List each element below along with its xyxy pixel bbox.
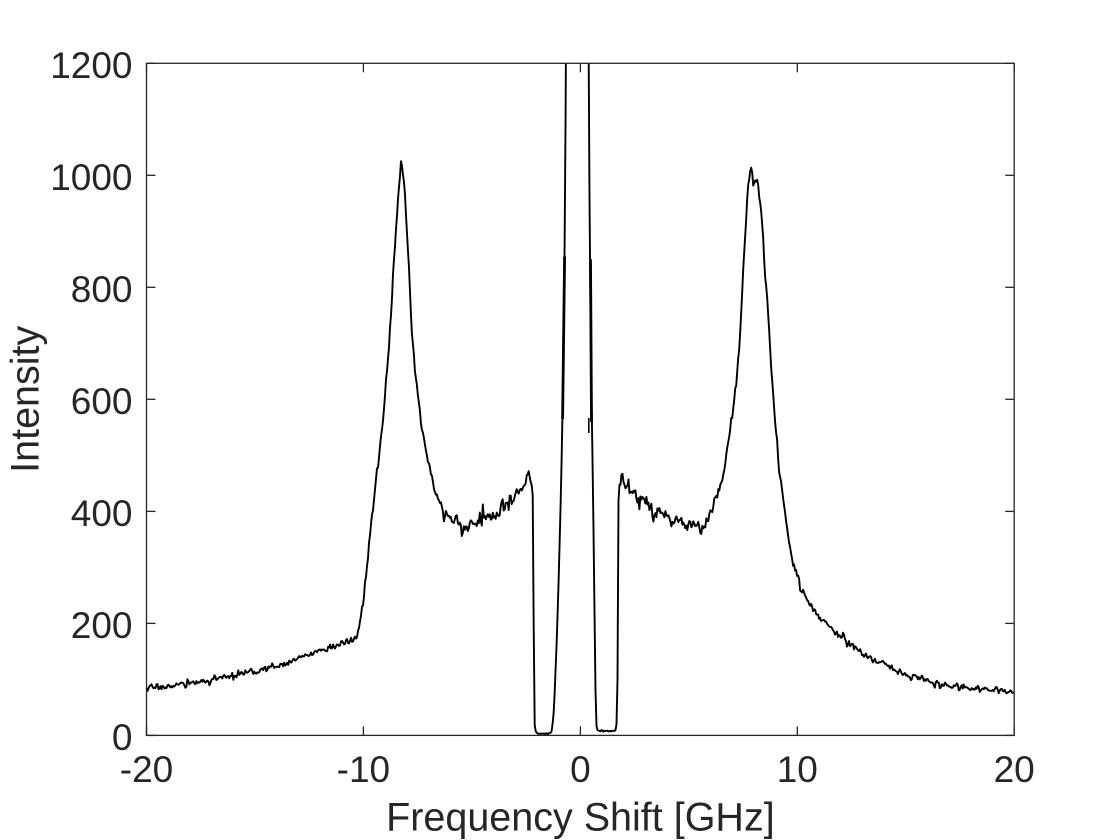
svg-text:-10: -10 [337,749,390,790]
svg-text:1000: 1000 [50,157,132,198]
svg-text:Frequency Shift [GHz]: Frequency Shift [GHz] [386,796,775,840]
svg-text:20: 20 [994,749,1035,790]
svg-text:10: 10 [777,749,818,790]
svg-text:0: 0 [112,717,133,758]
svg-text:1200: 1200 [50,45,132,86]
svg-text:Intensity: Intensity [4,326,48,473]
svg-text:800: 800 [71,269,133,310]
svg-text:600: 600 [71,381,133,422]
svg-text:400: 400 [71,493,133,534]
svg-text:0: 0 [570,749,591,790]
svg-text:-20: -20 [120,749,173,790]
svg-text:200: 200 [71,605,133,646]
